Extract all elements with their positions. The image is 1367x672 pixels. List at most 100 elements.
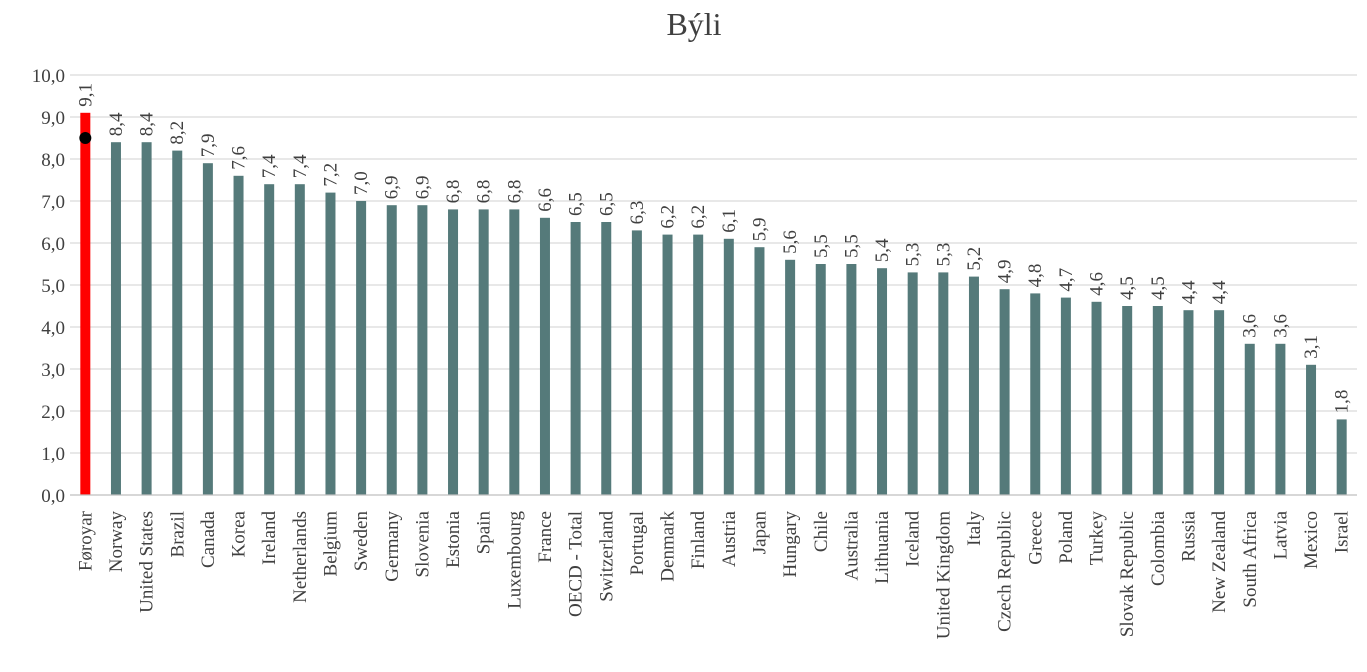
category-label: Ireland: [259, 511, 280, 565]
data-label: 6,8: [504, 180, 525, 204]
data-label: 6,6: [535, 188, 556, 212]
bar: [141, 142, 152, 495]
bar: [601, 222, 612, 495]
bar: [1306, 364, 1317, 495]
category-label: Finland: [688, 511, 709, 570]
category-labels-layer: Føroyar Norway United States Brazil Canada Ko…: [75, 510, 1352, 639]
category-label: Norway: [106, 511, 127, 573]
bar: [785, 259, 796, 495]
y-tick-label: 6,0: [41, 234, 65, 255]
bar: [1122, 306, 1133, 495]
bar: [172, 150, 183, 495]
data-label: 3,1: [1301, 335, 1322, 359]
bar: [264, 184, 275, 495]
category-label: United States: [137, 511, 158, 613]
y-tick-label: 4,0: [41, 318, 65, 339]
data-label: 6,5: [566, 192, 587, 216]
bar: [907, 272, 918, 495]
data-label: 6,3: [627, 201, 648, 225]
bar: [815, 264, 826, 495]
bar: [877, 268, 888, 495]
category-label: Sweden: [351, 511, 372, 572]
category-label: Luxembourg: [504, 511, 525, 609]
category-label: United Kingdom: [933, 511, 954, 639]
data-label: 5,2: [964, 247, 985, 271]
y-tick-label: 3,0: [41, 360, 65, 381]
bar: [80, 112, 91, 496]
data-label: 4,9: [995, 259, 1016, 283]
bar: [693, 234, 704, 495]
bar: [662, 234, 673, 495]
data-label: 6,5: [596, 192, 617, 216]
data-label: 7,0: [351, 171, 372, 195]
chart-title: Býli: [666, 6, 721, 42]
data-label: 4,4: [1209, 280, 1230, 304]
category-label: Poland: [1056, 511, 1077, 564]
bar: [1336, 419, 1347, 495]
category-label: France: [535, 511, 556, 563]
bar: [938, 272, 949, 495]
y-tick-label: 5,0: [41, 276, 65, 297]
y-tick-label: 8,0: [41, 150, 65, 171]
bar: [631, 230, 642, 495]
data-labels-layer: 9,1 8,4 8,4 8,2 7,9 7,6 7,4 7,4 7,2 7,0 6,9 6,9 6,8 6…: [75, 83, 1352, 413]
category-label: Spain: [474, 511, 495, 555]
y-tick-label: 7,0: [41, 192, 65, 213]
category-label: New Zealand: [1209, 511, 1230, 613]
data-label: 4,8: [1025, 264, 1046, 288]
data-label: 6,1: [719, 209, 740, 233]
category-label: Brazil: [167, 511, 188, 557]
data-label: 4,4: [1178, 280, 1199, 304]
data-label: 6,8: [474, 180, 495, 204]
data-label: 5,3: [903, 243, 924, 267]
category-label: Belgium: [320, 511, 341, 577]
data-label: 7,2: [320, 163, 341, 187]
category-label: Latvia: [1270, 510, 1291, 559]
data-label: 6,9: [412, 175, 433, 199]
y-tick-label: 0,0: [41, 486, 65, 507]
bar: [1030, 293, 1041, 495]
bar: [723, 238, 734, 496]
category-label: Netherlands: [290, 511, 311, 603]
data-label: 8,2: [167, 121, 188, 145]
bar: [1060, 297, 1071, 495]
data-label: 6,9: [382, 175, 403, 199]
bar: [110, 142, 121, 495]
bar: [233, 175, 244, 496]
category-label: Slovak Republic: [1117, 511, 1138, 637]
category-label: Turkey: [1087, 511, 1108, 566]
data-label: 5,5: [811, 234, 832, 258]
bar: [1275, 343, 1286, 495]
data-label: 5,3: [933, 243, 954, 267]
data-label: 7,4: [259, 154, 280, 178]
category-label: Portugal: [627, 511, 648, 575]
data-label: 8,4: [106, 112, 127, 136]
bar: [539, 217, 550, 496]
bar: [202, 163, 213, 495]
category-label: Germany: [382, 511, 403, 582]
bar: [386, 205, 397, 495]
data-label: 7,9: [198, 133, 219, 157]
category-label: South Africa: [1240, 510, 1261, 607]
bar: [846, 264, 857, 495]
bar: [356, 201, 367, 495]
data-label: 3,6: [1240, 314, 1261, 338]
bar: [968, 276, 979, 495]
bar: [478, 209, 489, 495]
data-label: 5,9: [749, 217, 770, 241]
grid-layer: [70, 74, 1357, 454]
data-label: 4,7: [1056, 268, 1077, 292]
category-label: OECD - Total: [566, 511, 587, 617]
bar: [1091, 301, 1102, 495]
category-label: Colombia: [1148, 510, 1169, 586]
bar: [1152, 306, 1163, 495]
category-label: Estonia: [443, 510, 464, 568]
category-label: Denmark: [658, 511, 679, 582]
category-label: Australia: [841, 510, 862, 580]
data-label: 5,4: [872, 238, 893, 262]
bar: [448, 209, 459, 495]
category-label: Israel: [1332, 511, 1353, 553]
category-label: Hungary: [780, 511, 801, 578]
